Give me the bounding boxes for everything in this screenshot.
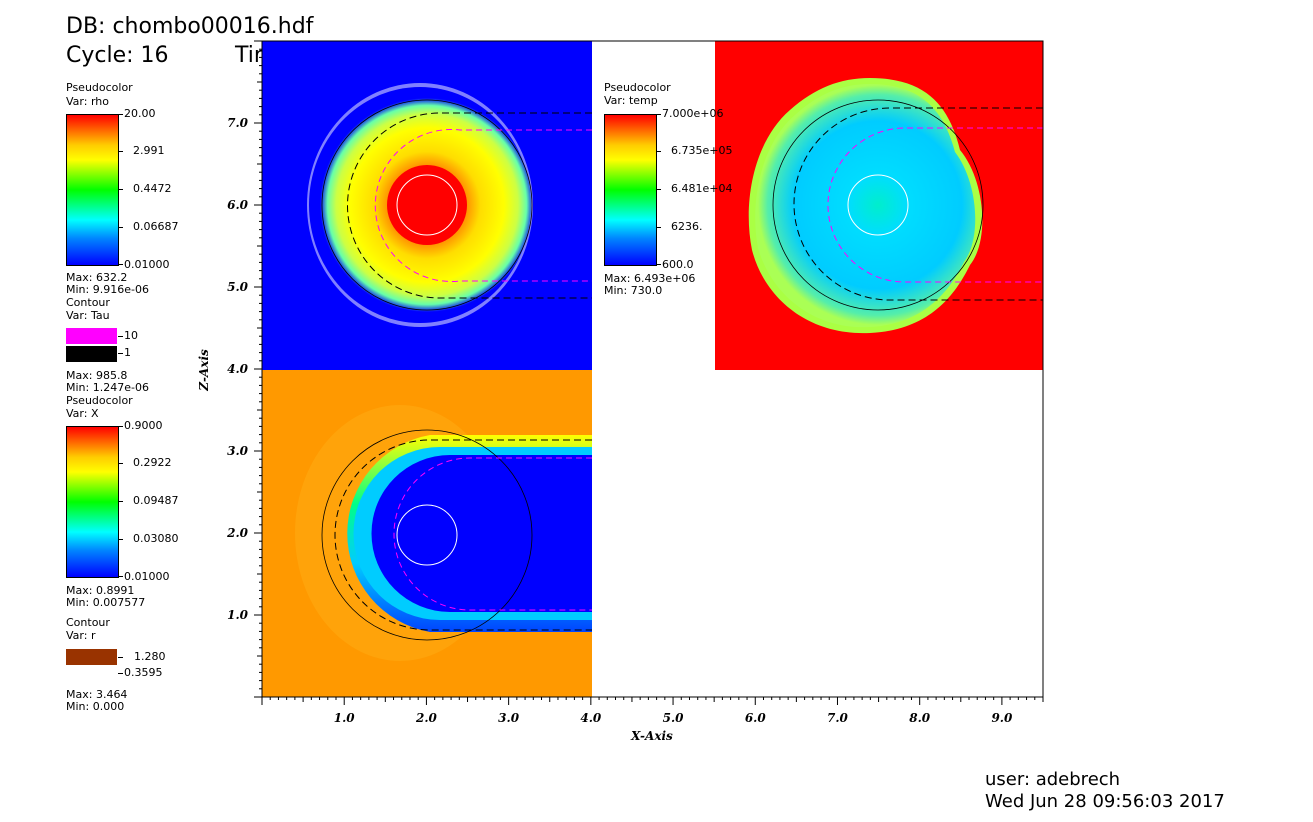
footer-date: Wed Jun 28 09:56:03 2017 — [985, 791, 1225, 812]
y-tick-label: 5.0 — [227, 280, 249, 294]
legend-tau-kind: Contour — [66, 296, 110, 309]
x-tick-label: 5.0 — [663, 711, 685, 725]
y-tick-label: 1.0 — [227, 608, 249, 622]
legend-temp-label-0: 7.000e+06 — [662, 107, 724, 120]
y-tick-label: 4.0 — [227, 362, 249, 376]
legend-temp-label-3: 6236. — [671, 220, 703, 233]
legend-tau-label-1: 1 — [124, 346, 131, 359]
x-tick-label: 9.0 — [991, 711, 1013, 725]
x-tick-label: 8.0 — [909, 711, 931, 725]
y-tick-label: 6.0 — [227, 198, 249, 212]
legend-rho-label-1: 2.991 — [133, 144, 165, 157]
legend-x-colorbar — [66, 426, 119, 578]
legend-r-min: Min: 0.000 — [66, 700, 125, 713]
panel-temp — [715, 41, 1043, 370]
legend-tau-var: Var: Tau — [66, 309, 110, 322]
legend-x-label-3: 0.03080 — [133, 532, 179, 545]
legend-tau-swatch-1 — [66, 346, 117, 362]
legend-r-label-0: 1.280 — [134, 650, 166, 663]
legend-x-label-1: 0.2922 — [133, 456, 172, 469]
legend-rho-var: Var: rho — [66, 95, 109, 108]
legend-temp-label-4: 600.0 — [662, 258, 694, 271]
legend-rho-label-2: 0.4472 — [133, 182, 172, 195]
cycle-label: Cycle: 16 — [66, 43, 169, 68]
legend-r-kind: Contour — [66, 616, 110, 629]
legend-tau-label-0: 10 — [124, 329, 138, 342]
legend-tau-min: Min: 1.247e-06 — [66, 381, 149, 394]
legend-temp-label-1: 6.735e+05 — [671, 144, 733, 157]
legend-x-kind: Pseudocolor — [66, 394, 133, 407]
legend-r-label-1: 0.3595 — [124, 666, 163, 679]
legend-x-label-2: 0.09487 — [133, 494, 179, 507]
legend-tau-swatch-10 — [66, 328, 117, 344]
legend-rho-min: Min: 9.916e-06 — [66, 283, 149, 296]
legend-x-label-0: 0.9000 — [124, 419, 163, 432]
legend-rho-kind: Pseudocolor — [66, 81, 133, 94]
legend-temp-kind: Pseudocolor — [604, 81, 671, 94]
x-tick-label: 3.0 — [498, 711, 520, 725]
x-tick-label: 7.0 — [827, 711, 849, 725]
legend-temp-var: Var: temp — [604, 94, 658, 107]
database-title: DB: chombo00016.hdf — [66, 14, 314, 39]
y-tick-label: 2.0 — [226, 526, 249, 540]
x-axis-title: X-Axis — [630, 729, 673, 743]
legend-x-max: Max: 0.8991 — [66, 584, 135, 597]
legend-x-var: Var: X — [66, 407, 99, 420]
legend-rho-label-3: 0.06687 — [133, 220, 179, 233]
x-tick-label: 4.0 — [580, 711, 602, 725]
legend-temp-max: Max: 6.493e+06 — [604, 272, 696, 285]
legend-x-min: Min: 0.007577 — [66, 596, 146, 609]
axis-ticks — [254, 40, 1044, 705]
panel-x — [262, 370, 592, 697]
legend-x-label-4: 0.01000 — [124, 570, 170, 583]
y-tick-label: 7.0 — [227, 116, 249, 130]
legend-tau-max: Max: 985.8 — [66, 369, 128, 382]
footer-user: user: adebrech — [985, 769, 1121, 790]
y-tick-label: 3.0 — [227, 444, 249, 458]
x-tick-label: 2.0 — [415, 711, 438, 725]
axis-tick-labels: 1.0 2.0 3.0 4.0 5.0 6.0 7.0 8.0 9.0 1.0 2.0 3.0 4.0 5… — [226, 116, 1013, 725]
legend-r-var: Var: r — [66, 629, 96, 642]
panel-rho — [262, 41, 592, 370]
legend-rho-label-0: 20.00 — [124, 107, 156, 120]
legend-temp-label-2: 6.481e+04 — [671, 182, 733, 195]
legend-rho-max: Max: 632.2 — [66, 271, 128, 284]
x-tick-label: 1.0 — [334, 711, 356, 725]
legend-r-swatch — [66, 649, 117, 665]
legend-r-max: Max: 3.464 — [66, 688, 128, 701]
legend-rho-colorbar — [66, 114, 119, 266]
legend-rho-label-4: 0.01000 — [124, 258, 170, 271]
y-axis-title: Z-Axis — [197, 349, 211, 392]
legend-temp-colorbar — [604, 114, 657, 266]
legend-temp-min: Min: 730.0 — [604, 284, 663, 297]
x-tick-label: 6.0 — [745, 711, 767, 725]
